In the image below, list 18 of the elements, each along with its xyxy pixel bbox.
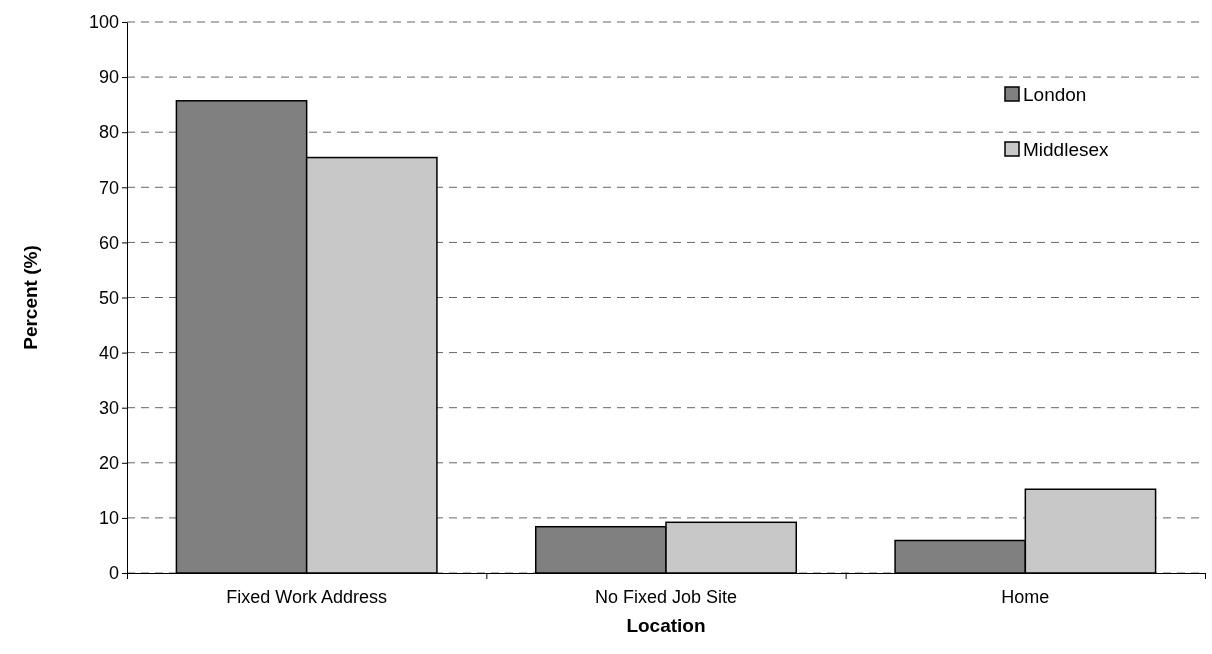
y-tick-label: 80: [98, 122, 119, 143]
x-axis-title: Location: [626, 615, 706, 636]
y-tick-label: 50: [98, 287, 119, 308]
x-tick-label: No Fixed Job Site: [594, 587, 738, 607]
y-tick-label: 70: [98, 177, 119, 198]
y-tick-label: 20: [98, 453, 119, 474]
y-tick-label: 30: [98, 397, 119, 418]
y-tick-label: 100: [88, 12, 119, 33]
x-tick-label: Home: [1001, 587, 1050, 607]
x-tick-label: Fixed Work Address: [226, 587, 388, 607]
y-tick-label: 0: [108, 563, 119, 584]
y-tick-label: 90: [98, 67, 119, 88]
legend-label: Middlesex: [1023, 139, 1110, 160]
y-tick-label: 10: [98, 508, 119, 529]
y-axis-title: Percent (%): [20, 245, 41, 350]
y-tick-label: 60: [98, 232, 119, 253]
y-tick-label: 40: [98, 342, 119, 363]
legend-label: London: [1023, 84, 1087, 105]
